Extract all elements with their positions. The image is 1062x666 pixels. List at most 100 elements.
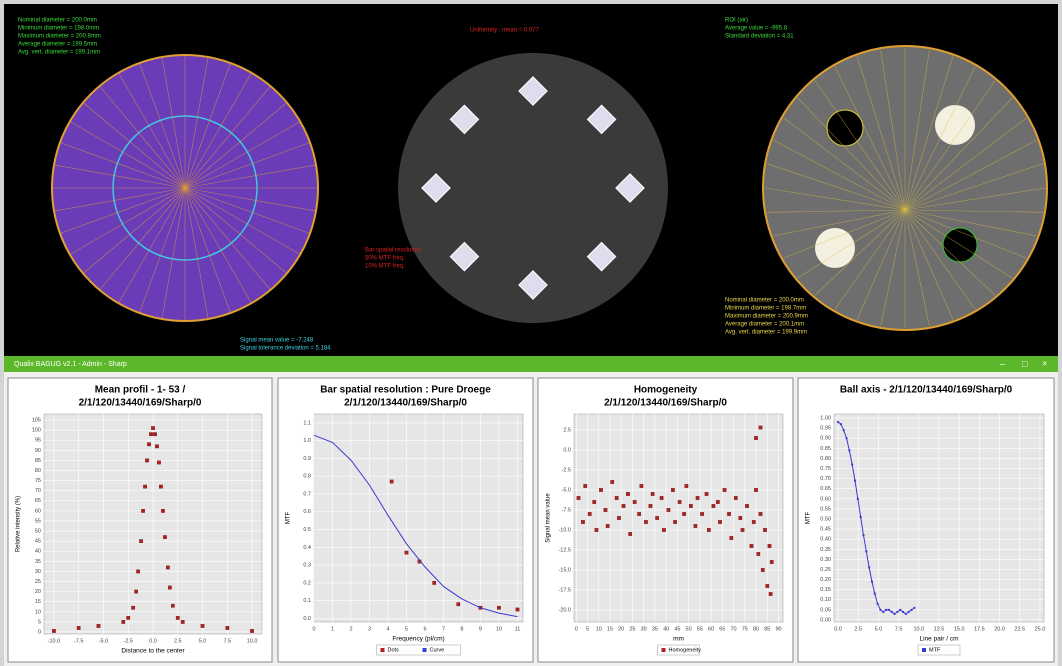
maximize-button[interactable]: □	[1022, 358, 1028, 368]
y-tick-label: 0.0	[303, 616, 311, 622]
y-tick-label: 95	[35, 438, 41, 444]
data-point	[516, 608, 519, 611]
overlay-text: Signal tolerance deviation = 5.184	[240, 346, 331, 352]
data-point	[846, 437, 848, 439]
x-tick-label: 30	[641, 626, 647, 632]
x-tick-label: 12.5	[934, 626, 945, 632]
x-tick-label: 22.5	[1014, 626, 1025, 632]
data-point	[707, 528, 710, 531]
data-point	[176, 616, 179, 619]
data-point	[857, 498, 859, 500]
x-tick-label: 0.0	[149, 638, 157, 644]
plot-area	[574, 414, 783, 622]
data-point	[171, 604, 174, 607]
y-tick-label: 0.60	[820, 496, 831, 502]
overlay-text: Maximum diameter = 200.8mm	[18, 34, 101, 40]
data-point	[157, 461, 160, 464]
data-point	[905, 613, 907, 615]
y-tick-label: 0.55	[820, 506, 831, 512]
data-point	[862, 534, 864, 536]
y-tick-label: 0.40	[820, 537, 831, 543]
y-tick-label: 0.9	[303, 456, 311, 462]
legend-label: Dots	[388, 647, 400, 653]
y-tick-label: 0.10	[820, 597, 831, 603]
data-point	[149, 432, 152, 435]
y-tick-label: 0.15	[820, 587, 831, 593]
data-point	[134, 590, 137, 593]
x-tick-label: 10.0	[247, 638, 258, 644]
overlay-text: Maximum diameter = 200.9mm	[725, 314, 808, 320]
y-tick-label: 1.00	[820, 415, 831, 421]
data-point	[584, 484, 587, 487]
y-tick-label: 1.0	[303, 438, 311, 444]
data-point	[730, 536, 733, 539]
x-axis-label: Distance to the center	[121, 648, 185, 655]
y-axis-label: MTF	[806, 512, 812, 525]
y-tick-label: 0.3	[303, 563, 311, 569]
data-point	[168, 586, 171, 589]
x-tick-label: 25.0	[1035, 626, 1046, 632]
legend-swatch	[423, 648, 427, 652]
data-point	[913, 607, 915, 609]
y-tick-label: -10.0	[558, 527, 571, 533]
data-point	[139, 539, 142, 542]
x-tick-label: 50	[686, 626, 692, 632]
chart-title: Homogeneity	[634, 385, 698, 396]
y-tick-label: 0.0	[563, 447, 571, 453]
data-point	[899, 609, 901, 611]
data-point	[851, 463, 853, 465]
chart-title: Bar spatial resolution : Pure Droege	[320, 385, 491, 396]
x-tick-label: 7.5	[223, 638, 231, 644]
x-tick-label: 0	[312, 626, 315, 632]
data-point	[689, 504, 692, 507]
x-tick-label: 2.5	[174, 638, 182, 644]
x-tick-label: 17.5	[974, 626, 985, 632]
y-tick-label: -20.0	[558, 607, 571, 613]
y-tick-label: 0.65	[820, 486, 831, 492]
window-title-bar	[4, 356, 1058, 372]
overlay-text: Average diameter = 200.1mm	[725, 322, 804, 328]
page: {"window_title":"Qualix BAGUG v2.1 - Adm…	[0, 0, 1062, 666]
y-tick-label: 0.1	[303, 598, 311, 604]
x-tick-label: -7.5	[74, 638, 83, 644]
data-point	[497, 606, 500, 609]
data-point	[837, 421, 839, 423]
y-tick-label: 0.85	[820, 446, 831, 452]
y-axis-label: MTF	[286, 512, 292, 525]
close-button[interactable]: ×	[1042, 358, 1047, 368]
y-axis-label: Signal mean value	[546, 493, 552, 543]
data-point	[868, 566, 870, 568]
overlay-text: Avg. vert. diameter = 199.1mm	[18, 50, 100, 56]
data-point	[902, 611, 904, 613]
y-tick-label: 0.70	[820, 476, 831, 482]
y-tick-label: 0.8	[303, 474, 311, 480]
x-tick-label: 85	[764, 626, 770, 632]
legend-swatch	[662, 648, 666, 652]
y-tick-label: -5.0	[562, 487, 571, 493]
x-tick-label: 65	[719, 626, 725, 632]
y-tick-label: 70	[35, 488, 41, 494]
legend-swatch	[381, 648, 385, 652]
data-point	[141, 509, 144, 512]
minimize-button[interactable]: –	[1000, 358, 1005, 368]
legend-label: MTF	[929, 647, 941, 653]
x-tick-label: 10	[596, 626, 602, 632]
y-tick-label: 20	[35, 589, 41, 595]
screen: Qualix BAGUG v2.1 - Admin - Sharp – □ × …	[0, 0, 1062, 666]
data-point	[147, 443, 150, 446]
data-point	[161, 509, 164, 512]
y-tick-label: 15	[35, 599, 41, 605]
x-tick-label: 10.0	[913, 626, 924, 632]
y-tick-label: 65	[35, 498, 41, 504]
y-axis-label: Relative intensity (%)	[16, 496, 22, 552]
chart-subtitle: 2/1/120/13440/169/Sharp/0	[604, 398, 727, 409]
data-point	[891, 611, 893, 613]
x-tick-label: 5	[405, 626, 408, 632]
data-point	[622, 504, 625, 507]
data-point	[750, 544, 753, 547]
x-tick-label: 8	[460, 626, 463, 632]
data-point	[181, 620, 184, 623]
x-tick-label: -10.0	[48, 638, 61, 644]
data-point	[97, 624, 100, 627]
overlay-text: 50% MTF freq.	[365, 256, 405, 262]
